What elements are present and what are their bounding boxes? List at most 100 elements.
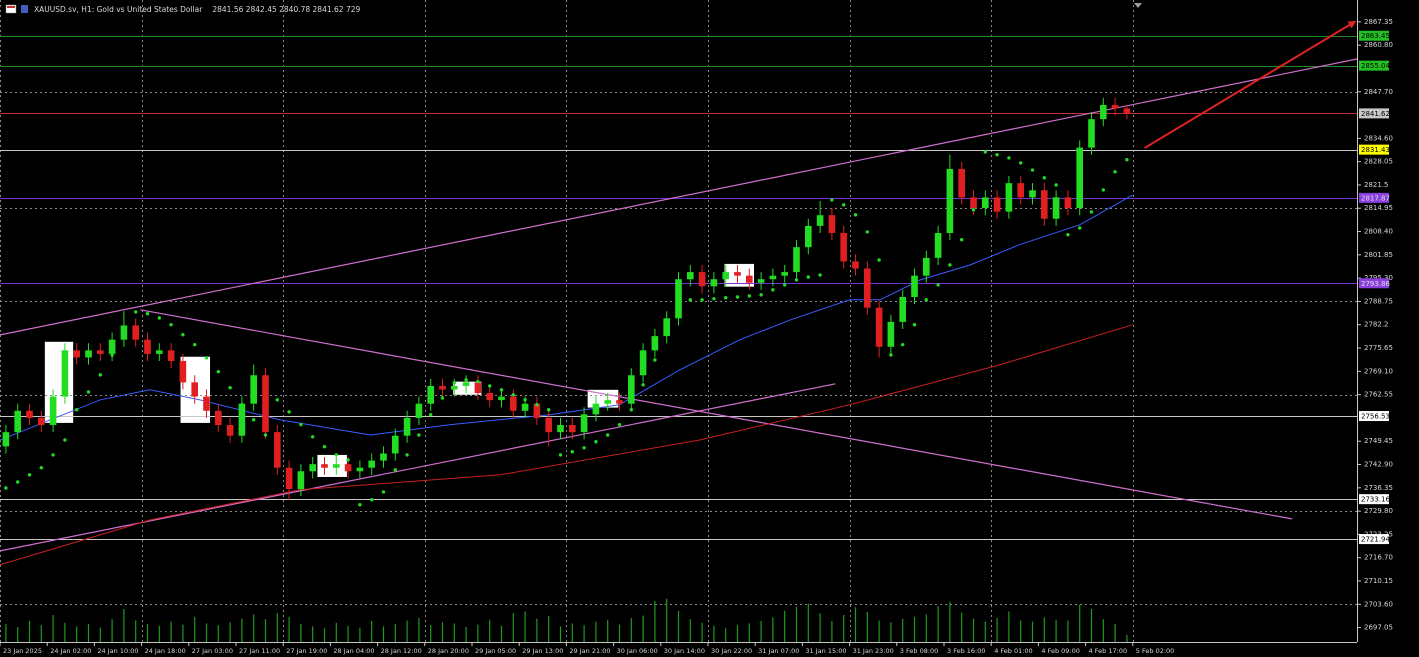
sar-dot: [948, 263, 952, 267]
sar-dot: [582, 446, 586, 450]
volume-bar: [453, 623, 455, 642]
sar-dot: [617, 422, 622, 427]
sar-dot: [889, 353, 893, 357]
sar-dot: [204, 356, 209, 360]
volume-bar: [205, 623, 208, 642]
level-price-label: 2793.86: [1361, 280, 1390, 288]
moving-average-line: [0, 324, 1133, 566]
volume-bar: [194, 616, 196, 642]
volume-bar: [1008, 611, 1010, 642]
candle-body: [273, 432, 281, 468]
candle-body: [144, 339, 151, 354]
x-tick-label: 27 Jan 03:00: [192, 647, 233, 655]
volume-bar: [264, 619, 267, 642]
sar-dot: [145, 312, 150, 316]
candle-body: [1123, 108, 1131, 114]
level-price-label: 2863.45: [1361, 32, 1390, 40]
volume-bar: [99, 627, 101, 642]
y-tick-label: 2736.35: [1364, 484, 1393, 492]
volume-bar: [335, 622, 337, 642]
y-tick-label: 2782.2: [1364, 321, 1389, 329]
volume-bar: [961, 612, 963, 642]
volume-bar: [288, 616, 290, 642]
volume-bar: [52, 615, 54, 642]
sar-dot: [381, 490, 386, 494]
candle-body: [1040, 190, 1048, 219]
candle-body: [875, 307, 883, 347]
volume-bar: [654, 601, 656, 642]
level-price-label: 2733.16: [1361, 496, 1390, 504]
sar-dot: [830, 198, 834, 202]
volume-bar: [689, 619, 691, 642]
volume-bar: [441, 622, 444, 642]
candle-body: [439, 385, 446, 390]
volume-bar: [819, 613, 821, 642]
level-price-box: [1359, 411, 1389, 422]
x-tick-label: 31 Jan 23:00: [853, 647, 894, 655]
sar-dot: [747, 294, 751, 298]
y-tick-label: 2710.15: [1364, 577, 1393, 585]
volume-bar: [312, 626, 314, 642]
candle-body: [450, 385, 458, 390]
volume-bar: [843, 615, 845, 642]
y-tick-label: 2749.45: [1364, 437, 1393, 445]
candle-body: [37, 417, 45, 426]
sar-dot: [1113, 170, 1117, 174]
sar-dot: [1019, 161, 1023, 165]
x-tick-label: 5 Feb 02:00: [1136, 647, 1175, 655]
volume-bar: [28, 621, 31, 642]
candle-body: [745, 275, 753, 283]
trend-arrow: [1144, 20, 1357, 149]
sar-dot: [464, 378, 468, 382]
y-tick-label: 2847.70: [1364, 88, 1393, 96]
y-tick-label: 2769.10: [1364, 367, 1393, 375]
shift-marker: [1134, 3, 1142, 8]
level-price-box: [1359, 60, 1389, 71]
volume-bar: [5, 624, 7, 642]
sar-dot: [393, 468, 397, 472]
candle-body: [1005, 183, 1013, 212]
y-tick-label: 2697.05: [1364, 624, 1393, 632]
x-tick-label: 3 Feb 16:00: [947, 647, 986, 655]
volume-bar: [512, 613, 514, 642]
level-price-box: [1359, 494, 1389, 505]
candle-body: [191, 382, 199, 397]
candle-body: [49, 396, 57, 426]
icon-book: [21, 5, 28, 13]
candle-body: [203, 396, 210, 411]
candle-body: [61, 350, 69, 397]
candle-body: [14, 410, 22, 433]
candle-body: [1064, 197, 1072, 209]
sar-dot: [75, 408, 79, 412]
sar-dot: [370, 498, 374, 502]
candle-body: [686, 272, 694, 280]
x-tick-label: 27 Jan 11:00: [239, 647, 280, 655]
volume-bar: [1102, 619, 1104, 642]
candle-body: [462, 382, 470, 386]
level-price-box: [1359, 144, 1389, 155]
sar-dot: [594, 440, 598, 444]
candle-body: [403, 417, 411, 436]
volume-bar: [1067, 620, 1069, 642]
sar-dot: [688, 298, 692, 302]
candle-body: [675, 279, 682, 319]
candle-body: [486, 393, 494, 401]
candle-body: [828, 215, 836, 233]
volume-bar: [984, 621, 986, 642]
candle-body: [85, 350, 92, 358]
candle-body: [1088, 119, 1095, 148]
sar-dot: [405, 453, 409, 457]
x-tick-label: 31 Jan 07:00: [758, 647, 799, 655]
volume-bar: [406, 620, 408, 642]
sar-dot: [700, 298, 704, 302]
sar-dot: [724, 296, 728, 300]
sar-dot: [1101, 188, 1106, 192]
candle-body: [639, 350, 647, 376]
candle-body: [557, 425, 564, 433]
sar-dot: [735, 295, 740, 299]
sar-dot: [299, 422, 303, 427]
candle-body: [698, 272, 706, 287]
level-price-box: [1359, 278, 1389, 289]
sar-dot: [523, 398, 527, 402]
sar-dot: [110, 353, 114, 357]
